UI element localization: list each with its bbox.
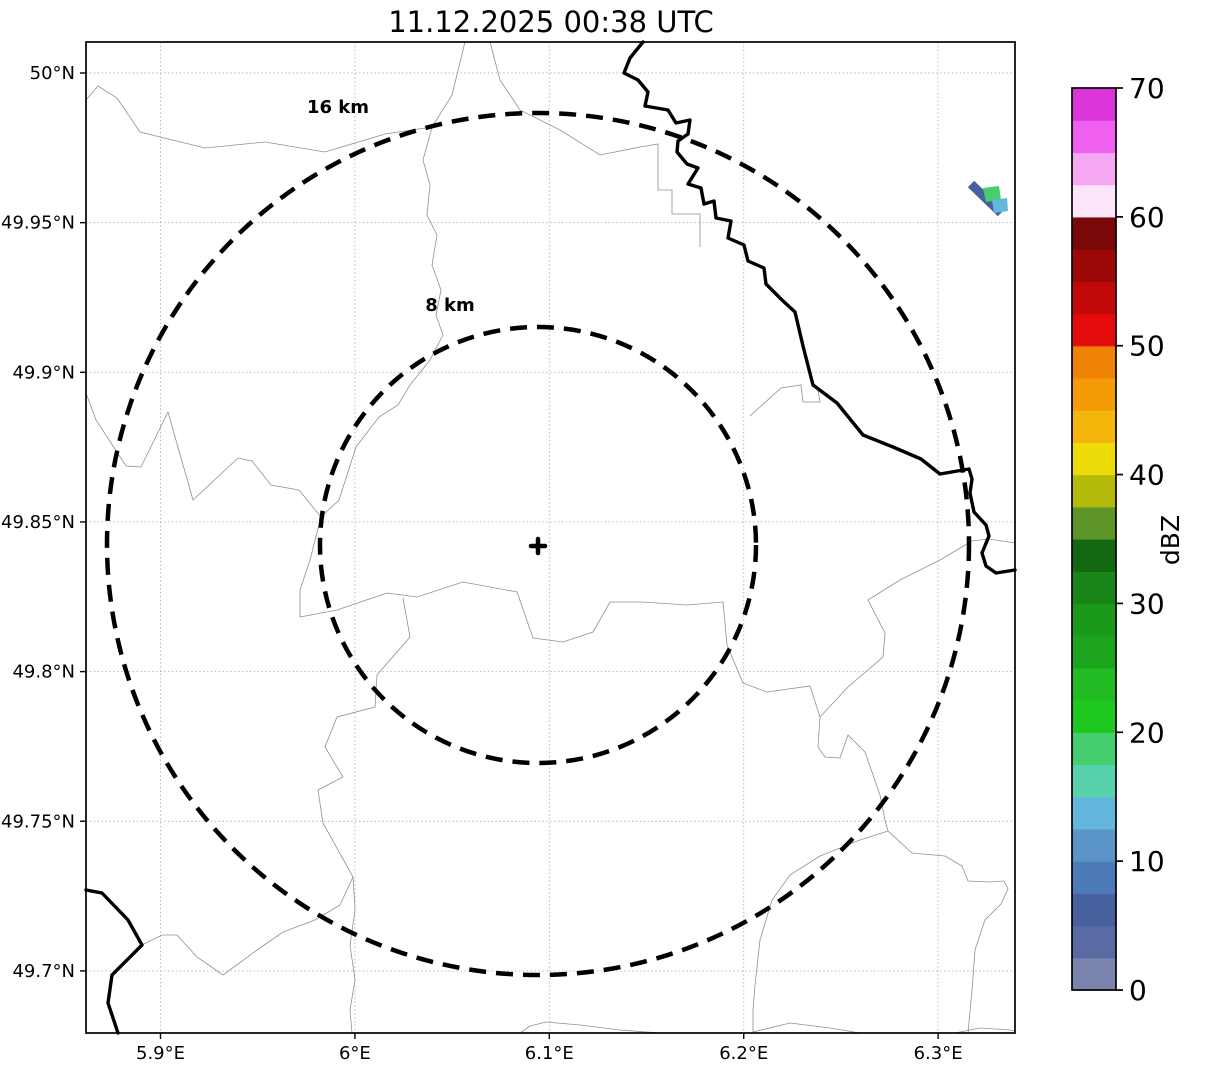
admin-boundary-line: [320, 126, 444, 518]
admin-boundary-line: [519, 1021, 661, 1034]
colorbar-segment: [1072, 474, 1116, 508]
lat-tick-label: 49.85°N: [1, 512, 75, 533]
lat-tick-label: 50°N: [30, 63, 75, 84]
admin-boundary-line: [141, 876, 354, 976]
lon-tick-label: 6°E: [339, 1043, 371, 1064]
lat-tick-label: 49.8°N: [12, 662, 75, 683]
border-river-line-southwest: [84, 888, 144, 1035]
colorbar-segment: [1072, 88, 1116, 121]
colorbar-unit-label: dBZ: [1156, 515, 1185, 565]
colorbar-segment: [1072, 184, 1116, 218]
lon-tick-label: 5.9°E: [136, 1043, 185, 1064]
lat-tick-label: 49.7°N: [12, 961, 75, 982]
colorbar-segment: [1072, 249, 1116, 282]
radar-echo-cell-green: [983, 186, 1001, 202]
colorbar-segment: [1072, 925, 1116, 959]
admin-boundary-line: [489, 41, 701, 247]
colorbar-tick-label: 20: [1129, 716, 1165, 749]
radar-site-marker: [528, 536, 548, 556]
colorbar-segment: [1072, 410, 1116, 443]
colorbar-segment: [1072, 957, 1116, 991]
colorbar-segment: [1072, 635, 1116, 669]
colorbar-tick-label: 60: [1129, 201, 1165, 234]
border-river-layer: [84, 40, 1017, 1035]
colorbar-segment: [1072, 732, 1116, 766]
colorbar-segment: [1072, 345, 1116, 379]
lon-tick-label: 6.1°E: [525, 1043, 574, 1064]
border-river-line: [622, 40, 1017, 575]
admin-boundary-layer: [85, 41, 1016, 1034]
admin-boundary-line: [752, 830, 889, 1034]
admin-boundary-line: [749, 384, 838, 417]
ring-label-16km: 16 km: [307, 97, 369, 118]
graticule-layer: [86, 42, 1015, 1033]
colorbar-segment: [1072, 120, 1116, 154]
colorbar-tick-label: 50: [1129, 330, 1165, 363]
colorbar-tick-label: 0: [1129, 974, 1147, 1007]
lat-tick-label: 49.75°N: [1, 811, 75, 832]
colorbar-segment: [1072, 700, 1116, 733]
range-ring-8km: [317, 324, 759, 766]
colorbar-tick-label: 40: [1129, 459, 1165, 492]
admin-boundary-line: [819, 538, 1016, 718]
admin-boundary-line: [317, 597, 411, 1034]
axes-frame: [85, 41, 1016, 1034]
lat-tick-label: 49.95°N: [1, 213, 75, 234]
colorbar-tick-label: 70: [1129, 72, 1165, 105]
ring-label-8km: 8 km: [425, 295, 475, 316]
colorbar-segment: [1072, 603, 1116, 637]
lat-tick-label: 49.9°N: [12, 362, 75, 383]
colorbar-tick-label: 10: [1129, 845, 1165, 878]
colorbar-segment: [1072, 539, 1116, 572]
colorbar-segment: [1072, 281, 1116, 315]
lon-tick-label: 6.2°E: [719, 1043, 768, 1064]
colorbar-segment: [1072, 571, 1116, 605]
figure-title: 11.12.2025 00:38 UTC: [388, 5, 714, 39]
colorbar-segment: [1072, 796, 1116, 830]
colorbar-segment: [1072, 506, 1116, 540]
range-ring-16km: [104, 110, 972, 978]
colorbar-segment: [1072, 152, 1116, 186]
colorbar-segment: [1072, 216, 1116, 250]
axis-layer: 5.9°E 6°E 6.1°E 6.2°E 6.3°E 50°N 49.95°N 49.9°N…: [1, 63, 963, 1064]
admin-boundary-line: [85, 392, 322, 518]
colorbar-segment: [1072, 442, 1116, 476]
colorbar: 0 10 20 30 40 50 60 70: [1071, 72, 1165, 1007]
radar-echo-cluster: [967, 180, 1008, 217]
admin-boundary-line: [954, 1027, 1016, 1034]
colorbar-segment: [1072, 861, 1116, 894]
admin-boundary-line: [85, 41, 466, 153]
colorbar-segment: [1072, 764, 1116, 798]
colorbar-segment: [1072, 313, 1116, 347]
colorbar-frame: [1071, 87, 1117, 991]
colorbar-segment: [1072, 667, 1116, 701]
colorbar-segment: [1072, 893, 1116, 927]
colorbar-tick-label: 30: [1129, 587, 1165, 620]
colorbar-segment: [1072, 377, 1116, 411]
radar-echo-cell-blue: [992, 198, 1008, 213]
lon-tick-label: 6.3°E: [914, 1043, 963, 1064]
colorbar-segment: [1072, 828, 1116, 862]
